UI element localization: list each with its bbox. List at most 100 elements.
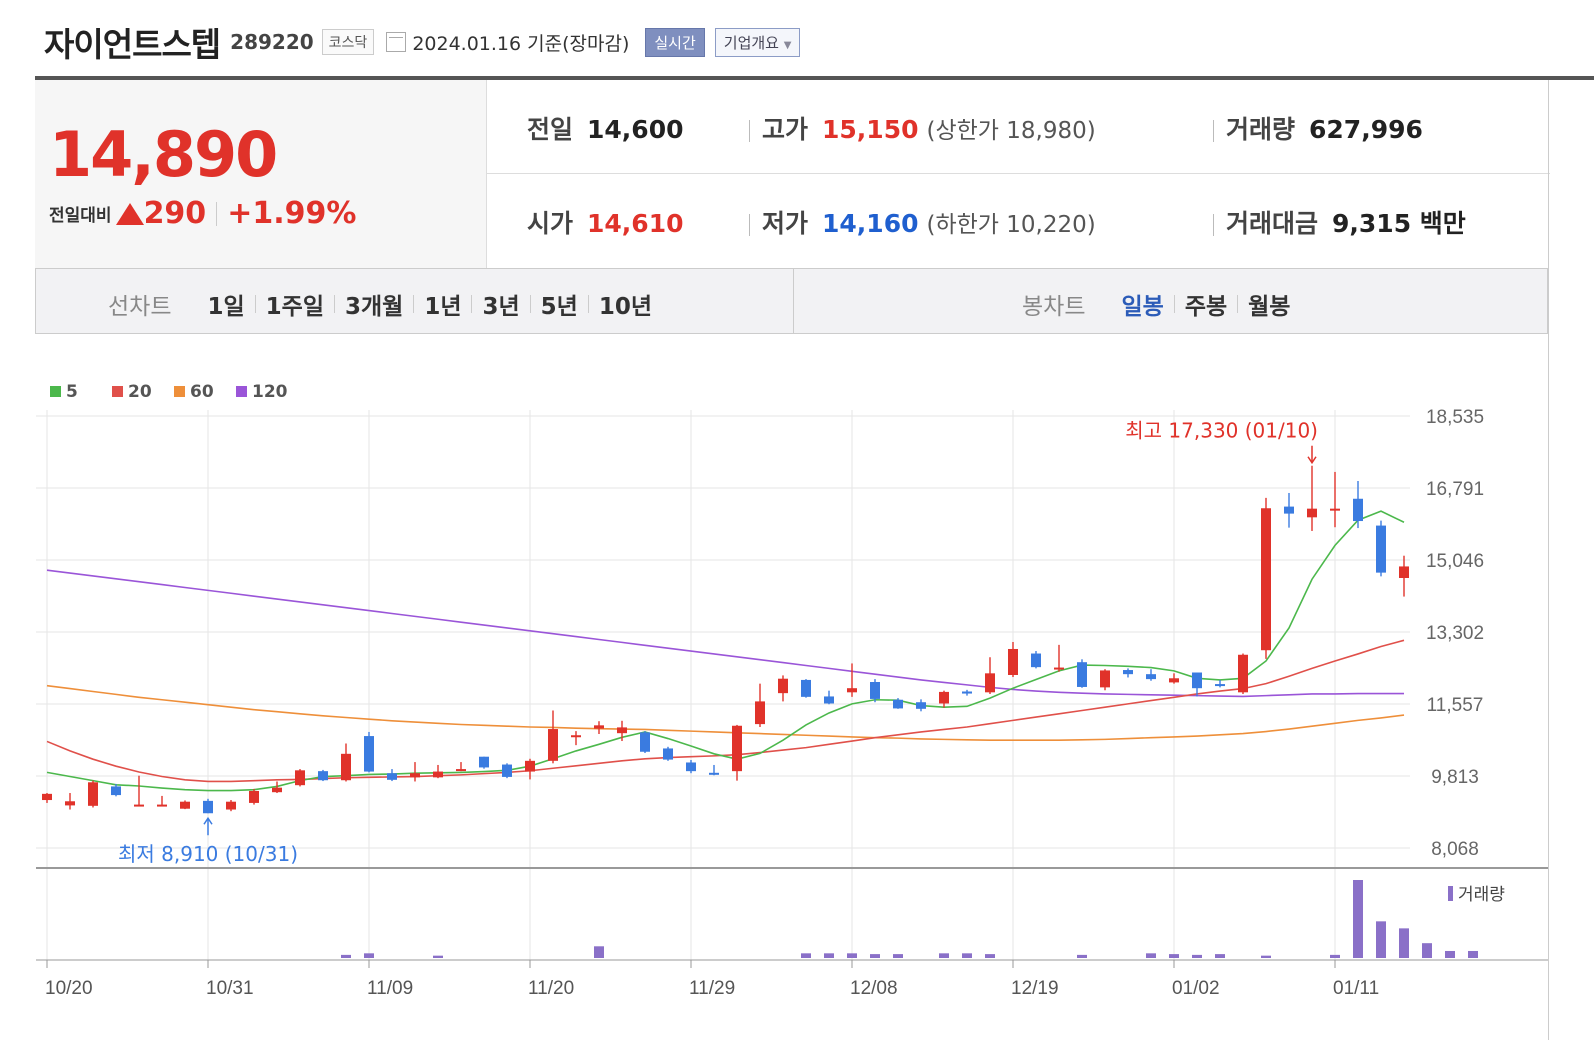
y-tick-label: 11,557 bbox=[1427, 695, 1484, 716]
candle-body bbox=[1330, 508, 1340, 511]
candle-body bbox=[1307, 508, 1317, 518]
volume-bar bbox=[1376, 921, 1386, 958]
candle-body bbox=[318, 771, 328, 781]
candle-body bbox=[1054, 667, 1064, 670]
realtime-button[interactable]: 실시간 bbox=[645, 27, 705, 57]
stat-value: 14,160 bbox=[822, 209, 919, 238]
legend-swatch bbox=[50, 386, 61, 397]
tab-line-6[interactable]: 5년 bbox=[540, 294, 578, 320]
candle-body bbox=[962, 691, 972, 694]
legend-label: 120 bbox=[252, 382, 288, 402]
candle-body bbox=[479, 756, 489, 768]
candle-body bbox=[249, 790, 259, 803]
company-overview-dropdown[interactable]: 기업개요 ▼ bbox=[714, 27, 801, 57]
candle-body bbox=[134, 804, 144, 807]
tab-line-1[interactable]: 1일 bbox=[207, 294, 245, 320]
candle-body bbox=[295, 770, 305, 786]
volume-bar bbox=[1468, 950, 1478, 958]
candle-body bbox=[1261, 508, 1271, 651]
candle-body bbox=[594, 725, 604, 729]
high-label: 최고 17,330 (01/10) bbox=[1125, 419, 1318, 443]
calendar-icon bbox=[386, 32, 407, 52]
candle-body bbox=[1353, 498, 1363, 522]
change-percent: +1.99% bbox=[227, 196, 357, 231]
stat-label: 고가 bbox=[762, 115, 809, 144]
candle-body bbox=[203, 800, 213, 814]
stat-high: 고가 15,150 (상한가 18,980) bbox=[749, 110, 1096, 146]
stat-label: 시가 bbox=[527, 209, 574, 238]
chart-tabs: 선차트 1일 1주일 3개월 1년 3년 5년 10년 봉차트 일봉 주봉 월봉 bbox=[35, 268, 1548, 334]
candle-body bbox=[1146, 674, 1156, 680]
tab-candle-1[interactable]: 일봉 bbox=[1121, 294, 1164, 320]
tab-candle-3[interactable]: 월봉 bbox=[1248, 294, 1291, 320]
tab-line-3[interactable]: 3개월 bbox=[344, 294, 404, 320]
volume-bar bbox=[433, 955, 443, 958]
stat-volume: 거래량 627,996 bbox=[1213, 110, 1423, 146]
candle-body bbox=[525, 760, 535, 772]
legend-label: 20 bbox=[128, 382, 152, 402]
chevron-down-icon: ▼ bbox=[783, 39, 792, 51]
stat-label: 저가 bbox=[762, 209, 809, 238]
tab-divider bbox=[333, 295, 335, 313]
tab-line-5[interactable]: 3년 bbox=[482, 294, 520, 320]
volume-bar bbox=[962, 953, 972, 958]
candle-body bbox=[364, 736, 374, 772]
volume-bar bbox=[893, 954, 903, 958]
candle-body bbox=[686, 762, 696, 772]
tab-line-7[interactable]: 10년 bbox=[598, 294, 652, 320]
x-tick-label: 10/31 bbox=[206, 978, 254, 999]
stat-low: 저가 14,160 (하한가 10,220) bbox=[749, 204, 1096, 240]
candle-body bbox=[939, 691, 949, 704]
candle-body bbox=[571, 735, 581, 738]
legend-swatch bbox=[112, 386, 123, 397]
legend-swatch bbox=[174, 386, 185, 397]
volume-bar bbox=[985, 954, 995, 958]
candle-body bbox=[755, 701, 765, 725]
y-tick-label: 8,068 bbox=[1431, 839, 1479, 860]
stock-name: 자이언트스텝 bbox=[44, 25, 221, 64]
candle-body bbox=[709, 772, 719, 775]
volume-legend-label: 거래량 bbox=[1458, 885, 1505, 905]
candle-body bbox=[157, 804, 167, 807]
volume-bar bbox=[341, 954, 351, 958]
ma60-line bbox=[46, 684, 1405, 741]
candle-chart-title: 봉차트 bbox=[1022, 294, 1086, 320]
stock-code: 289220 bbox=[230, 30, 314, 54]
tab-divider bbox=[471, 295, 473, 313]
stat-label: 거래대금 bbox=[1226, 209, 1319, 238]
y-tick-label: 18,535 bbox=[1426, 407, 1484, 428]
high-arrow-head bbox=[1307, 456, 1317, 465]
candle-body bbox=[65, 801, 75, 806]
stat-value: 15,150 bbox=[822, 115, 919, 144]
upper-limit: (상한가 18,980) bbox=[926, 118, 1096, 144]
tab-divider bbox=[1173, 295, 1175, 313]
tab-line-2[interactable]: 1주일 bbox=[265, 294, 324, 320]
candle-body bbox=[824, 696, 834, 704]
candle-body bbox=[111, 786, 121, 796]
candle-body bbox=[410, 773, 420, 778]
stat-amount: 거래대금 9,315 백만 bbox=[1213, 204, 1466, 240]
candle-body bbox=[870, 682, 880, 699]
up-triangle-icon bbox=[115, 202, 144, 225]
y-tick-label: 16,791 bbox=[1426, 479, 1484, 500]
candle-body bbox=[847, 688, 857, 693]
candle-body bbox=[985, 673, 995, 693]
volume-bar bbox=[870, 954, 880, 958]
y-tick-label: 9,813 bbox=[1431, 767, 1479, 788]
low-label: 최저 8,910 (10/31) bbox=[118, 842, 298, 866]
lower-limit: (하한가 10,220) bbox=[926, 212, 1096, 238]
price-change: 전일대비 290 +1.99% bbox=[49, 196, 356, 231]
volume-bar bbox=[364, 953, 374, 958]
x-tick-label: 12/19 bbox=[1011, 978, 1059, 999]
x-tick-label: 11/09 bbox=[367, 978, 413, 999]
tab-line-4[interactable]: 1년 bbox=[424, 294, 462, 320]
candle-body bbox=[617, 727, 627, 734]
candle-body bbox=[1399, 566, 1409, 578]
stat-open: 시가 14,610 bbox=[527, 204, 684, 240]
volume-legend-swatch bbox=[1448, 886, 1453, 901]
y-tick-label: 13,302 bbox=[1426, 623, 1484, 644]
candle-body bbox=[88, 782, 98, 806]
line-chart-title: 선차트 bbox=[108, 294, 172, 320]
tab-candle-2[interactable]: 주봉 bbox=[1184, 294, 1228, 320]
candle-body bbox=[778, 678, 788, 694]
